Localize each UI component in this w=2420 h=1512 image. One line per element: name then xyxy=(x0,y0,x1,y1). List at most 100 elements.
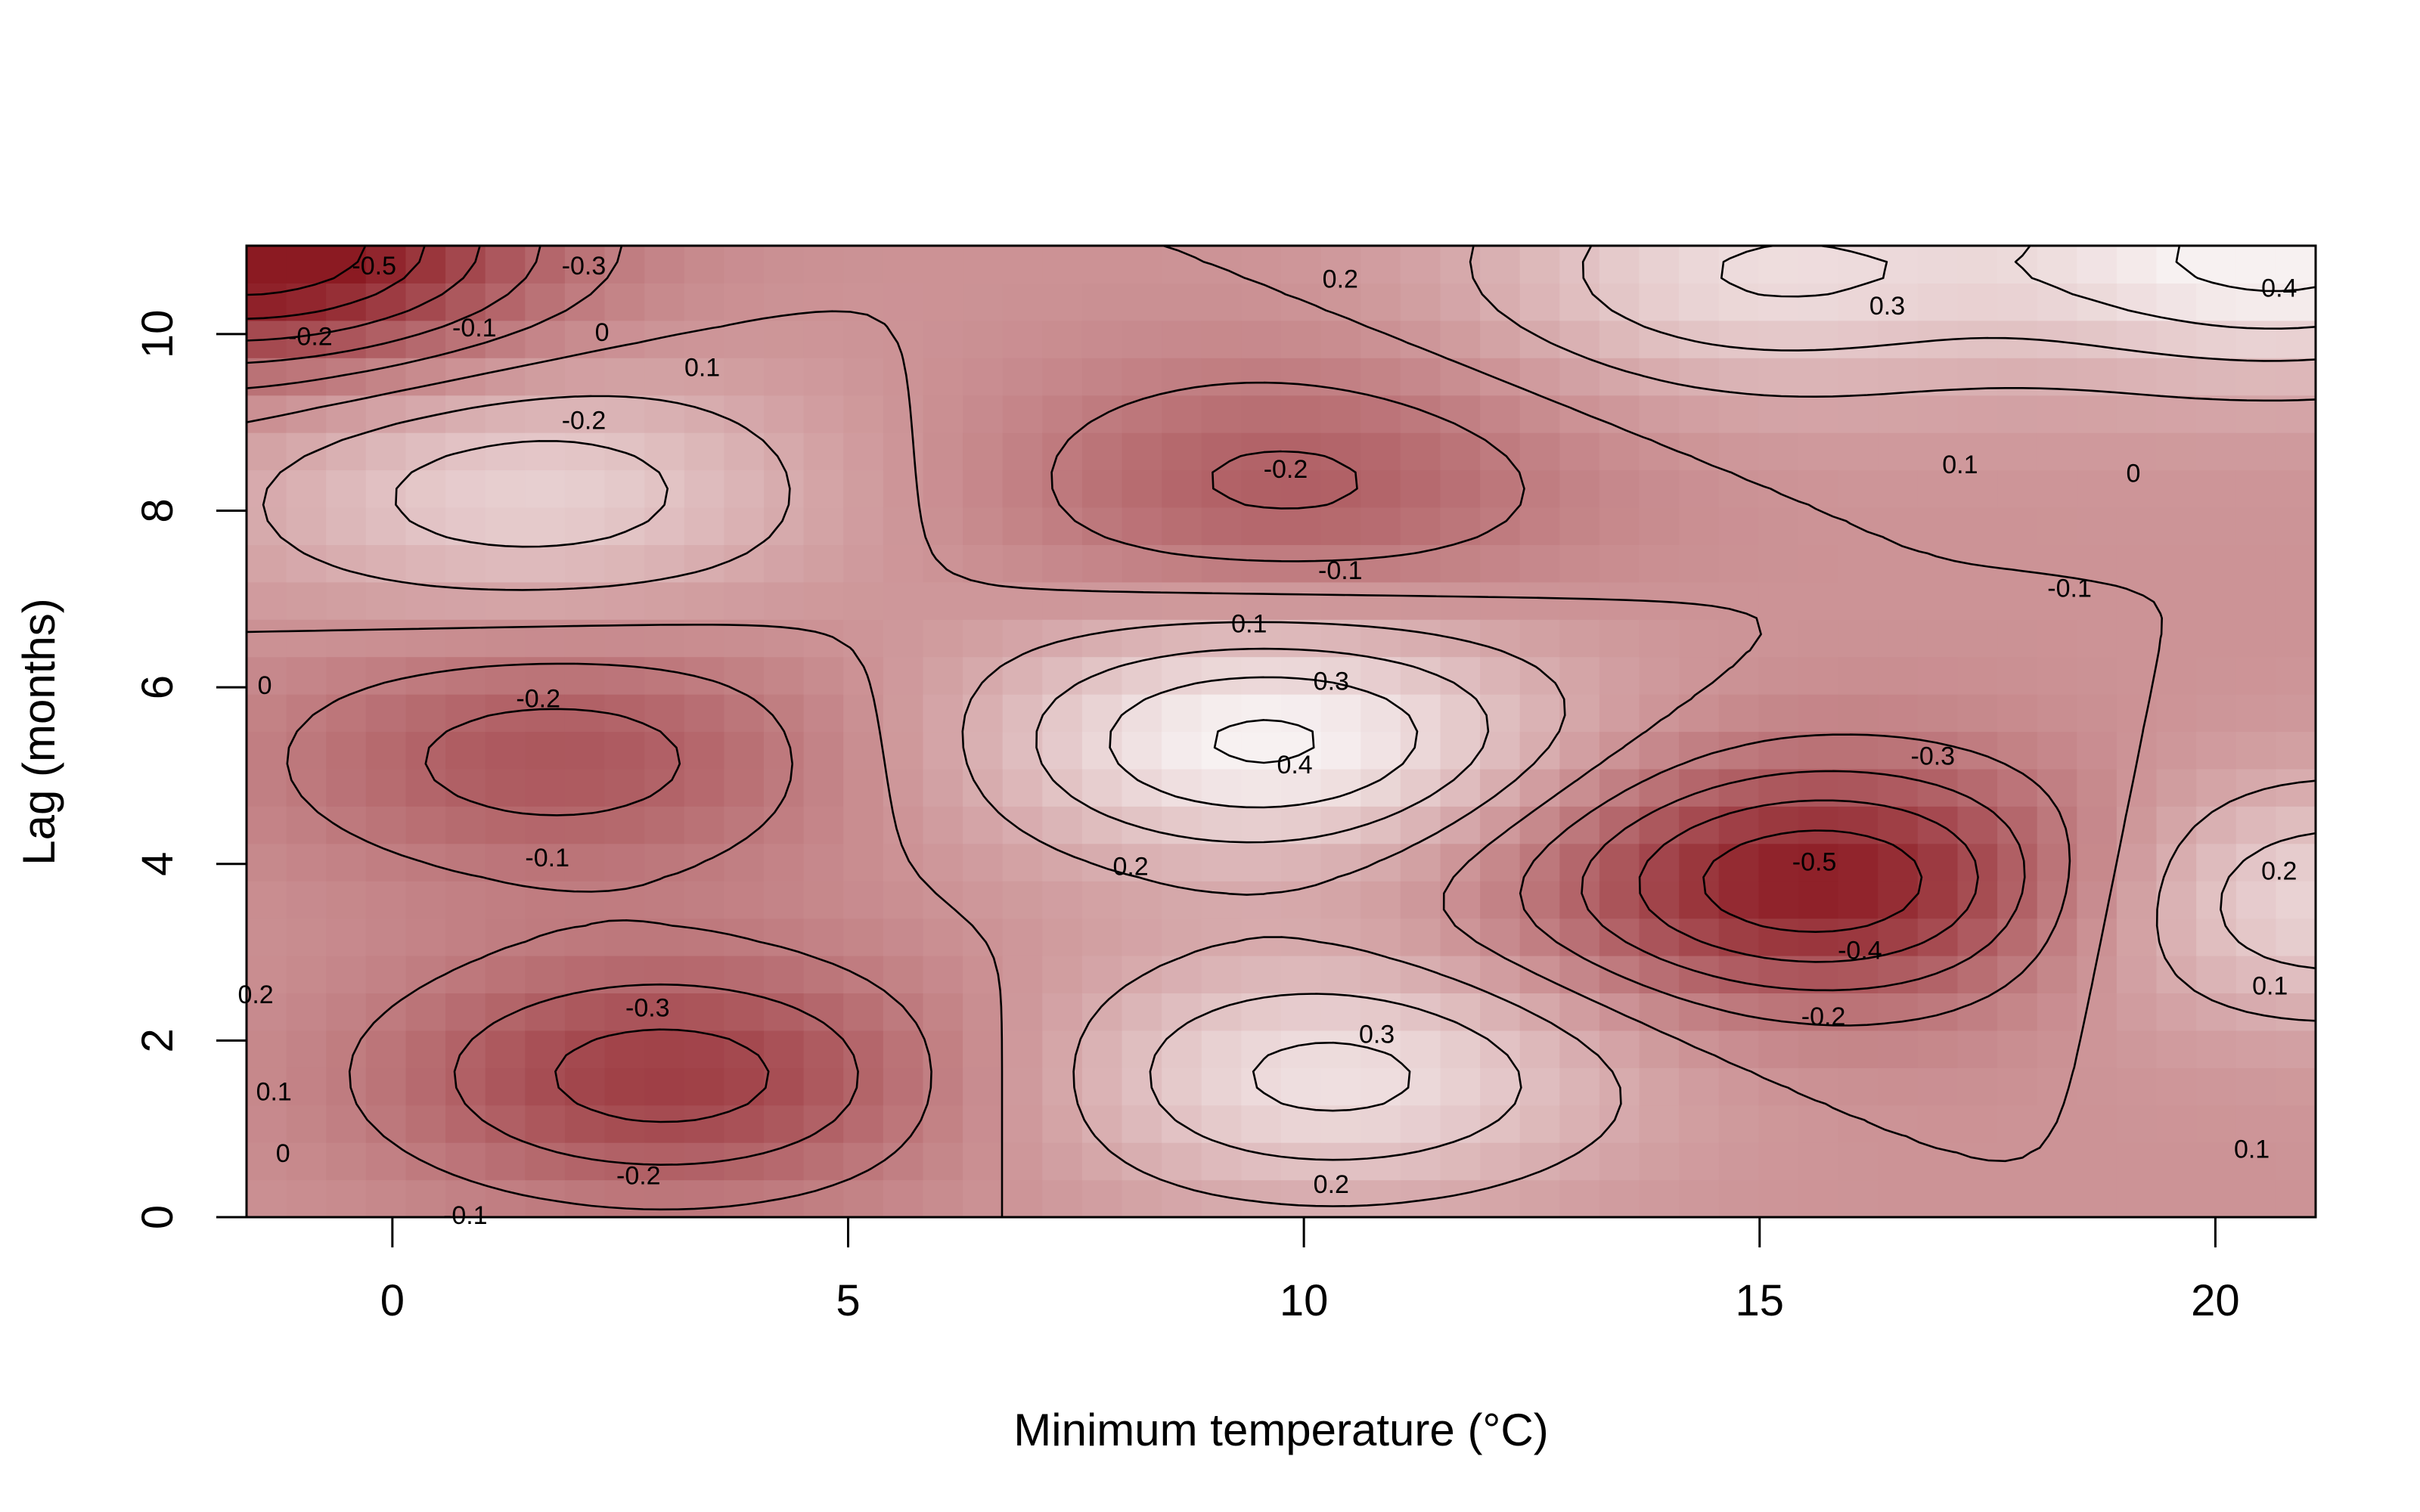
heatmap-cell xyxy=(1679,395,1720,433)
heatmap-cell xyxy=(2077,246,2118,284)
heatmap-cell xyxy=(2156,993,2197,1031)
heatmap-cell xyxy=(405,656,446,695)
heatmap-cell xyxy=(405,956,446,993)
heatmap-cell xyxy=(1957,1105,1998,1143)
heatmap-cell xyxy=(1122,1179,1162,1217)
heatmap-cell xyxy=(1798,881,1839,919)
heatmap-cell xyxy=(1639,731,1680,770)
heatmap-cell xyxy=(2037,469,2077,508)
heatmap-cell xyxy=(1758,694,1799,733)
heatmap-cell xyxy=(1997,881,2038,919)
heatmap-cell xyxy=(644,1030,685,1068)
heatmap-cell xyxy=(564,993,606,1031)
heatmap-cell xyxy=(764,656,805,695)
heatmap-cell xyxy=(365,246,406,284)
heatmap-cell xyxy=(1838,1067,1879,1106)
heatmap-cell xyxy=(1162,544,1202,583)
heatmap-cell xyxy=(1122,918,1162,956)
heatmap-cell xyxy=(247,358,287,396)
contour-lines xyxy=(247,246,2316,1217)
heatmap-cell xyxy=(1162,507,1202,545)
heatmap-cell xyxy=(1162,731,1202,770)
heatmap-cell xyxy=(1599,507,1640,545)
heatmap-cell xyxy=(1440,1142,1481,1181)
heatmap-cell xyxy=(326,544,367,583)
heatmap-cell xyxy=(1519,246,1560,284)
heatmap-cell xyxy=(1519,843,1560,881)
heatmap-cell xyxy=(1957,619,1998,658)
heatmap-cell xyxy=(724,1030,765,1068)
heatmap-cell xyxy=(2156,507,2197,545)
heatmap-cell xyxy=(1201,1067,1242,1106)
heatmap-cell xyxy=(1360,1179,1401,1217)
heatmap-cell xyxy=(1400,507,1441,545)
heatmap-cell xyxy=(843,993,884,1031)
heatmap-cell xyxy=(1440,806,1481,844)
heatmap-cell xyxy=(963,768,1004,807)
heatmap-cell xyxy=(2037,246,2077,284)
heatmap-cell xyxy=(724,768,765,807)
heatmap-cell xyxy=(1679,432,1720,471)
heatmap-cell xyxy=(2276,843,2316,881)
heatmap-cell xyxy=(764,806,805,844)
heatmap-cell xyxy=(843,768,884,807)
heatmap-cell xyxy=(963,246,1004,284)
y-tick-label: 4 xyxy=(133,852,182,876)
heatmap-cell xyxy=(1281,993,1322,1031)
heatmap-cell xyxy=(1798,581,1839,620)
heatmap-cell xyxy=(923,694,963,733)
heatmap-cell xyxy=(843,1105,884,1143)
heatmap-cell xyxy=(684,731,724,770)
heatmap-cell xyxy=(1281,768,1322,807)
heatmap-cell xyxy=(684,544,724,583)
heatmap-cell xyxy=(764,918,805,956)
heatmap-cell xyxy=(1201,581,1242,620)
heatmap-cell xyxy=(1798,1142,1839,1181)
heatmap-cell xyxy=(604,283,645,321)
heatmap-cell xyxy=(1758,283,1799,321)
heatmap-cell xyxy=(1679,581,1720,620)
heatmap-cell xyxy=(923,544,963,583)
heatmap-cell xyxy=(1122,806,1162,844)
heatmap-cell xyxy=(1042,432,1083,471)
heatmap-cell xyxy=(843,731,884,770)
heatmap-cell xyxy=(326,581,367,620)
heatmap-cell xyxy=(2037,806,2077,844)
heatmap-cell xyxy=(2235,1179,2276,1217)
heatmap-cell xyxy=(1400,544,1441,583)
heatmap-cell xyxy=(2077,395,2118,433)
heatmap-cell xyxy=(1162,881,1202,919)
heatmap-cell xyxy=(1758,581,1799,620)
heatmap-cell xyxy=(1639,283,1680,321)
heatmap-cell xyxy=(2156,544,2197,583)
heatmap-cell xyxy=(684,918,724,956)
heatmap-cell xyxy=(1042,507,1083,545)
heatmap-cell xyxy=(2037,619,2077,658)
heatmap-cell xyxy=(1201,768,1242,807)
heatmap-cell xyxy=(1718,320,1759,358)
heatmap-cell xyxy=(1758,843,1799,881)
heatmap-cell xyxy=(2116,1105,2158,1143)
heatmap-cell xyxy=(843,956,884,993)
contour-label: 0.3 xyxy=(1869,292,1905,321)
heatmap-cell xyxy=(1081,619,1123,658)
heatmap-cell xyxy=(1241,619,1282,658)
heatmap-cell xyxy=(1122,469,1162,508)
contour-label: 0 xyxy=(2126,460,2140,488)
heatmap-cell xyxy=(1201,544,1242,583)
heatmap-cell xyxy=(963,395,1004,433)
heatmap-cell xyxy=(604,1067,645,1106)
heatmap-cell xyxy=(2116,1030,2158,1068)
heatmap-cell xyxy=(1798,432,1839,471)
heatmap-cell xyxy=(843,320,884,358)
heatmap-cell xyxy=(1241,694,1282,733)
heatmap-cell xyxy=(1281,1105,1322,1143)
heatmap-cell xyxy=(564,881,606,919)
contour-line xyxy=(247,246,1979,1123)
heatmap-cell xyxy=(485,656,526,695)
heatmap-cell xyxy=(1838,731,1879,770)
heatmap-cell xyxy=(764,881,805,919)
heatmap-cell xyxy=(963,507,1004,545)
heatmap-cell xyxy=(1758,1105,1799,1143)
heatmap-cell xyxy=(1917,731,1958,770)
